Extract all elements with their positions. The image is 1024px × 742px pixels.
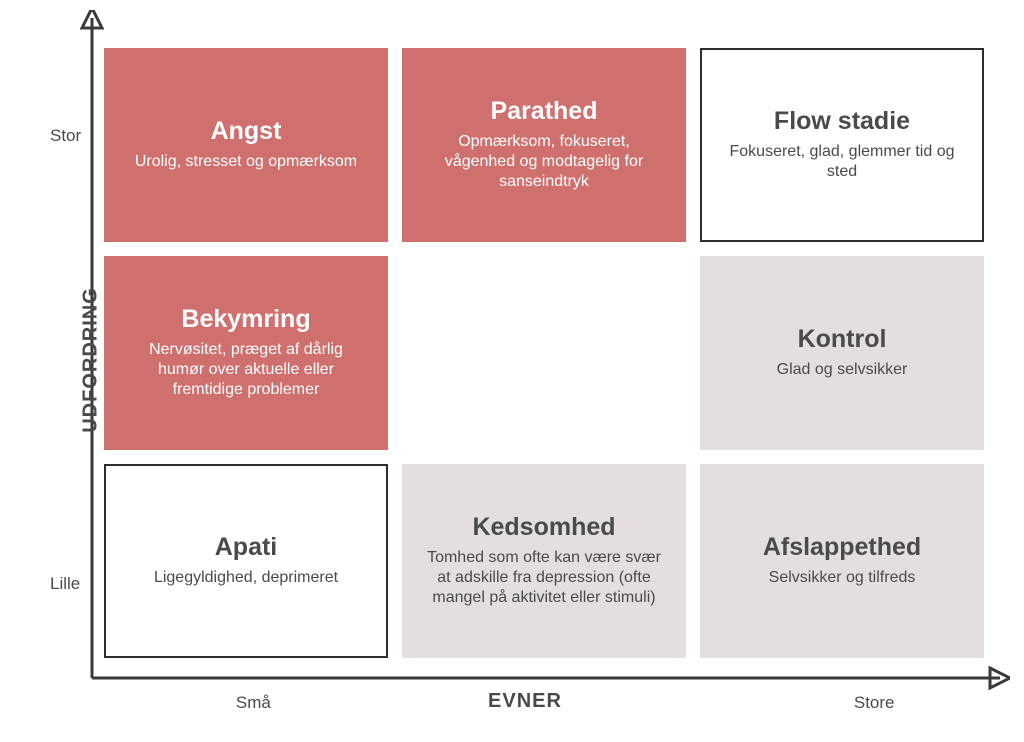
cell-title: Flow stadie: [774, 108, 910, 136]
cell-description: Nervøsitet, præget af dårlig humør over …: [126, 340, 366, 400]
matrix-grid: Angst Urolig, stresset og opmærksom Parath…: [104, 48, 984, 658]
y-tick-low: Lille: [50, 574, 80, 594]
matrix-cell-0-2: Flow stadie Fokuseret, glad, glemmer tid …: [700, 48, 984, 242]
matrix-cell-0-1: Parathed Opmærksom, fokuseret, vågenhed o…: [402, 48, 686, 242]
x-tick-low: Små: [236, 693, 271, 713]
matrix-cell-1-2: Kontrol Glad og selvsikker: [700, 256, 984, 450]
cell-description: Fokuseret, glad, glemmer tid og sted: [722, 142, 962, 182]
matrix-cell-2-1: Kedsomhed Tomhed som ofte kan være svær a…: [402, 464, 686, 658]
cell-title: Kontrol: [798, 326, 887, 354]
cell-description: Ligegyldighed, deprimeret: [154, 568, 338, 588]
cell-title: Bekymring: [181, 306, 310, 334]
matrix-cell-2-2: Afslappethed Selvsikker og tilfreds: [700, 464, 984, 658]
matrix-cell-1-0: Bekymring Nervøsitet, præget af dårlig hu…: [104, 256, 388, 450]
cell-title: Parathed: [491, 98, 598, 126]
cell-description: Tomhed som ofte kan være svær at adskill…: [424, 548, 664, 608]
matrix-cell-2-0: Apati Ligegyldighed, deprimeret: [104, 464, 388, 658]
cell-title: Afslappethed: [763, 534, 921, 562]
cell-description: Opmærksom, fokuseret, vågenhed og modtag…: [424, 132, 664, 192]
cell-description: Urolig, stresset og opmærksom: [135, 152, 357, 172]
matrix-cell-0-0: Angst Urolig, stresset og opmærksom: [104, 48, 388, 242]
cell-description: Glad og selvsikker: [777, 360, 908, 380]
x-axis-title: EVNER: [488, 690, 562, 713]
y-axis-title: UDFORDRING: [79, 287, 102, 433]
cell-title: Angst: [211, 118, 282, 146]
x-tick-high: Store: [854, 693, 895, 713]
flow-matrix-diagram: UDFORDRING EVNER Stor Lille Små Store An…: [40, 10, 1010, 710]
cell-title: Apati: [215, 534, 278, 562]
cell-description: Selvsikker og tilfreds: [769, 568, 916, 588]
cell-title: Kedsomhed: [472, 514, 615, 542]
y-tick-high: Stor: [50, 126, 81, 146]
